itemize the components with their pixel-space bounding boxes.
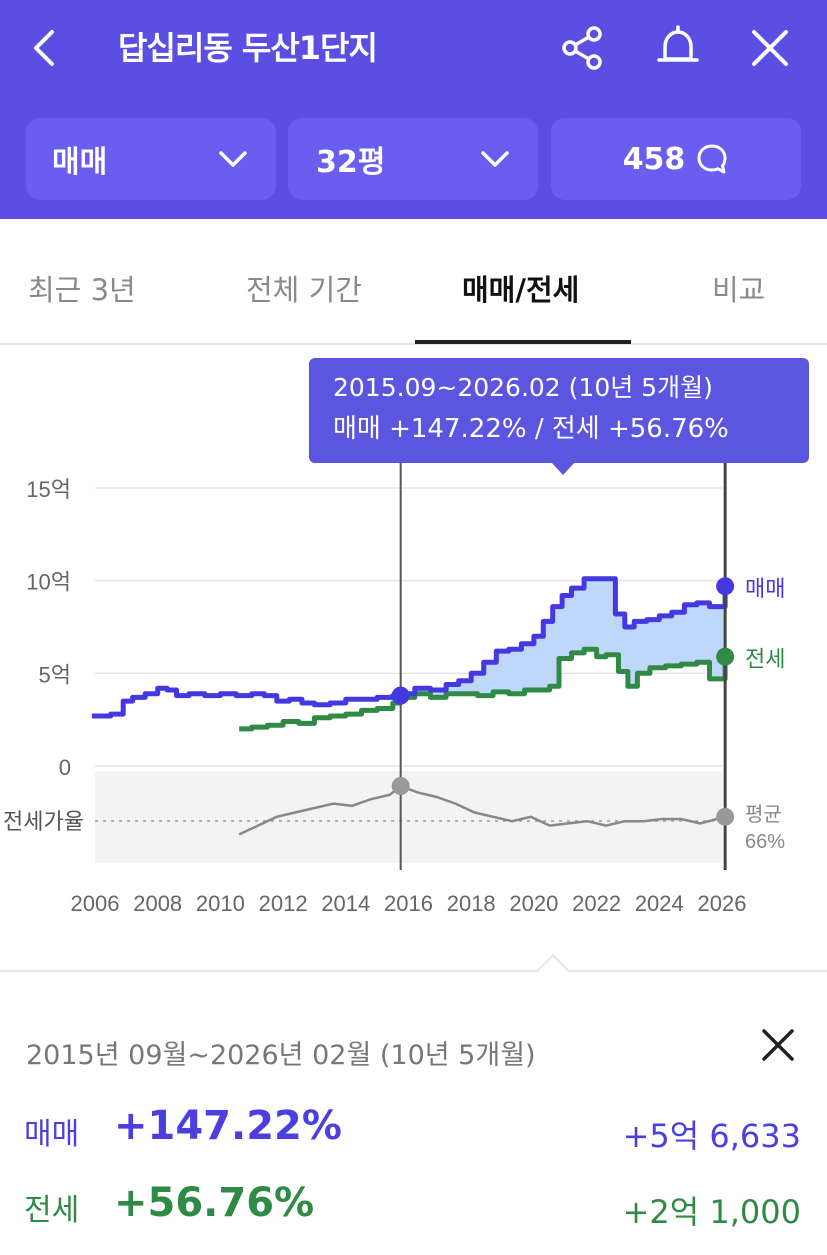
close-icon xyxy=(752,30,788,66)
tab-compare[interactable]: 비교 xyxy=(712,273,766,307)
comment-icon xyxy=(697,144,727,174)
ratio-start-point xyxy=(391,777,410,795)
ratio-end-point xyxy=(716,807,735,826)
tab-all-period[interactable]: 전체 기간 xyxy=(246,273,362,307)
selection-tooltip: 2015.09~2026.02 (10년 5개월) 매매 +147.22% / … xyxy=(309,358,809,475)
bell-icon xyxy=(657,25,699,62)
tooltip-arrow xyxy=(551,462,575,475)
close-icon xyxy=(762,1029,794,1061)
x-tick-label: 2008 xyxy=(133,891,182,916)
y-tick-label: 5억 xyxy=(39,662,71,687)
back-button[interactable] xyxy=(18,20,74,76)
tooltip-changes: 매매 +147.22% / 전세 +56.76% xyxy=(333,414,729,444)
x-tick-label: 2012 xyxy=(259,891,308,916)
jeonse-percent: +56.76% xyxy=(114,1180,315,1226)
x-tick-label: 2016 xyxy=(384,891,433,916)
back-icon xyxy=(34,30,54,66)
trade-type-value: 매매 xyxy=(52,145,108,180)
trade-percent: +147.22% xyxy=(114,1103,342,1149)
summary-period: 2015년 09월~2026년 02월 (10년 5개월) xyxy=(26,1040,536,1071)
y-tick-label: 0 xyxy=(59,755,71,780)
x-tick-label: 2006 xyxy=(71,891,120,916)
tooltip-range: 2015.09~2026.02 (10년 5개월) xyxy=(333,373,713,402)
size-value: 32평 xyxy=(316,145,386,180)
active-tab-indicator xyxy=(415,340,631,344)
trade-start-point xyxy=(391,686,410,705)
jeonse-amount: +2억 1,000 xyxy=(622,1193,801,1231)
price-chart[interactable]: 15억 10억 5억 0 2006 2008 2010 2012 2014 2016 2018 202… xyxy=(0,345,827,945)
summary-close-button[interactable] xyxy=(756,1023,800,1067)
trade-amount: +5억 6,633 xyxy=(622,1117,801,1155)
size-dropdown[interactable]: 32평 xyxy=(288,118,538,200)
x-tick-label: 2010 xyxy=(196,891,245,916)
trade-end-point xyxy=(716,577,735,596)
series-line-jeonse xyxy=(239,646,728,732)
ratio-label: 전세가율 xyxy=(3,809,84,834)
comment-count: 458 xyxy=(622,141,686,177)
x-tick-label: 2024 xyxy=(635,891,684,916)
share-icon xyxy=(562,26,602,70)
selection-markers xyxy=(391,463,735,870)
chevron-down-icon xyxy=(219,151,247,167)
tab-recent-3-years[interactable]: 최근 3년 xyxy=(28,273,136,307)
trade-series-label: 매매 xyxy=(745,576,785,601)
x-tick-label: 2018 xyxy=(447,891,496,916)
jeonse-end-point xyxy=(716,647,735,666)
tab-trade-jeonse[interactable]: 매매/전세 xyxy=(462,273,580,307)
chevron-down-icon xyxy=(481,151,509,167)
x-tick-label: 2026 xyxy=(698,891,747,916)
series-line-trade xyxy=(91,576,728,719)
ratio-average-label: 평균 xyxy=(745,803,782,826)
y-tick-label: 15억 xyxy=(26,477,71,502)
jeonse-series-label: 전세 xyxy=(745,647,785,672)
section-divider xyxy=(0,970,827,972)
share-button[interactable] xyxy=(555,20,611,76)
trade-type-dropdown[interactable]: 매매 xyxy=(26,118,276,200)
close-button[interactable] xyxy=(742,20,798,76)
x-tick-label: 2014 xyxy=(321,891,370,916)
series-line-ratio xyxy=(238,784,726,836)
notification-button[interactable] xyxy=(650,20,706,76)
x-tick-label: 2020 xyxy=(509,891,558,916)
ratio-average-value: 66% xyxy=(745,831,785,853)
page-title: 답십리동 두산1단지 xyxy=(118,29,378,67)
app-header: 답십리동 두산1단지 매매 32평 4 xyxy=(0,0,827,219)
series-lines xyxy=(91,576,728,836)
y-tick-label: 10억 xyxy=(26,570,71,595)
x-tick-label: 2022 xyxy=(572,891,621,916)
axis-labels: 15억 10억 5억 0 2006 2008 2010 2012 2014 2016 2018 202… xyxy=(3,477,785,916)
comments-button[interactable]: 458 xyxy=(551,118,801,200)
period-tabs: 최근 3년 전체 기간 매매/전세 비교 xyxy=(0,219,827,345)
trade-label: 매매 xyxy=(24,1117,80,1152)
jeonse-label: 전세 xyxy=(24,1193,80,1228)
summary-panel: 2015년 09월~2026년 02월 (10년 5개월) 매매 +147.22… xyxy=(0,975,827,1255)
